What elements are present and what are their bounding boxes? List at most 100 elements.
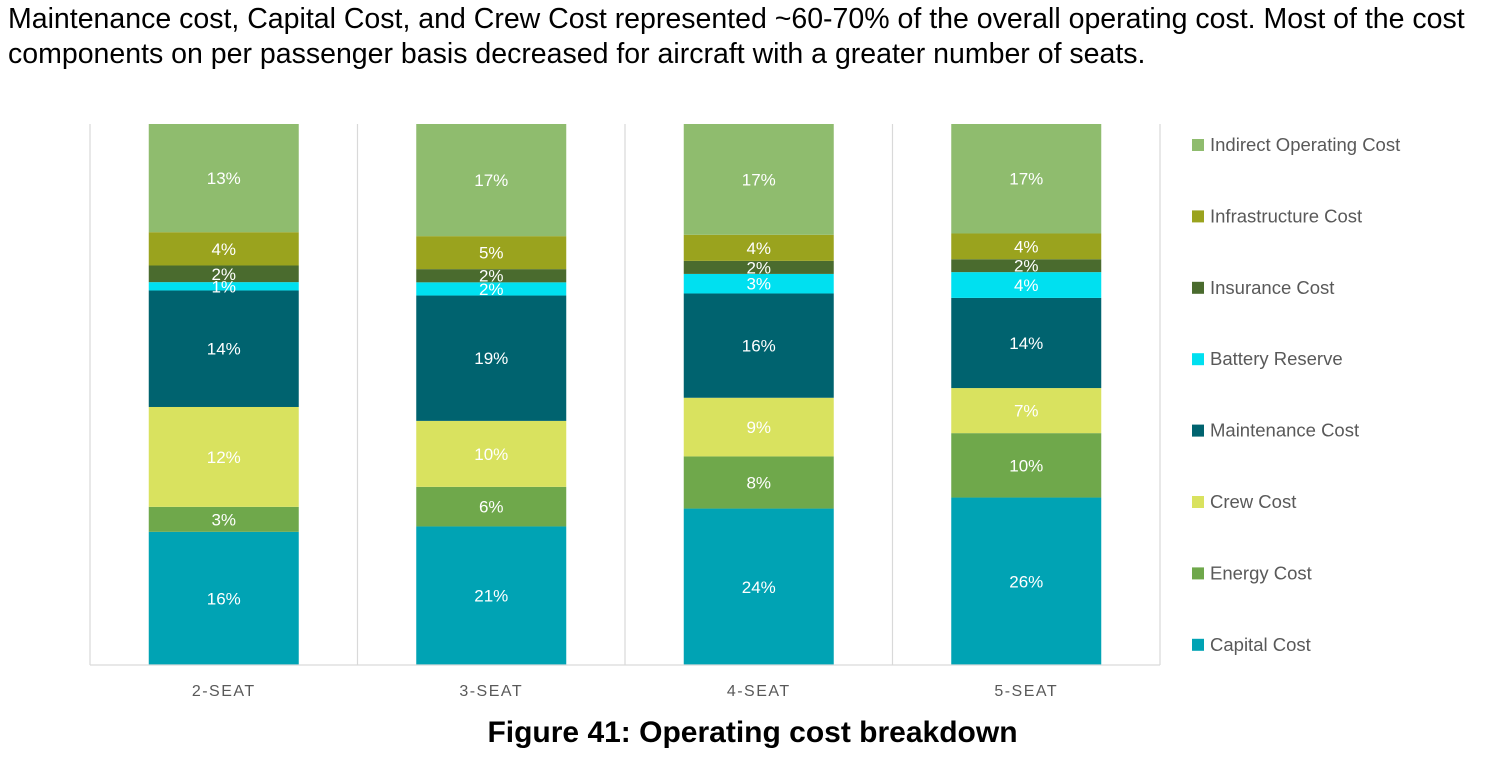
legend-swatch (1192, 210, 1204, 223)
intro-text: Maintenance cost, Capital Cost, and Crew… (8, 3, 1465, 70)
bar-segment (683, 293, 834, 398)
legend-label: Indirect Operating Cost (1210, 134, 1400, 155)
legend-label: Energy Cost (1210, 562, 1312, 583)
bar-segment (416, 282, 567, 296)
legend-label: Infrastructure Cost (1210, 205, 1362, 226)
bar-segment (683, 273, 834, 294)
legend-label: Capital Cost (1210, 634, 1311, 655)
data-label: 17% (742, 170, 776, 189)
data-label: 4% (1014, 237, 1039, 256)
bar-segment (416, 236, 567, 270)
legend-swatch (1192, 496, 1204, 508)
bar-segment (148, 124, 299, 233)
bar-segment (416, 124, 567, 237)
chart-data-labels: 16%3%12%14%1%2%4%13%21%6%10%19%2%2%5%17%… (207, 169, 1044, 608)
legend-swatch (1192, 353, 1204, 366)
data-label: 16% (207, 589, 241, 608)
stacked-bar-chart: 16%3%12%14%1%2%4%13%21%6%10%19%2%2%5%17%… (89, 124, 1400, 700)
data-label: 13% (207, 169, 241, 188)
data-label: 6% (479, 498, 504, 517)
bar-segment (148, 265, 299, 283)
x-tick-label: 5-SEAT (994, 683, 1058, 700)
data-label: 9% (746, 418, 771, 437)
chart-grid (89, 124, 1161, 665)
data-label: 14% (207, 340, 241, 359)
data-label: 10% (1009, 456, 1043, 475)
legend-swatch (1192, 424, 1204, 437)
bar-segment (951, 433, 1102, 498)
legend-swatch (1192, 139, 1204, 151)
legend-item: Crew Cost (1192, 491, 1296, 512)
data-label: 4% (746, 239, 771, 258)
data-label: 2% (479, 280, 504, 299)
chart-axis: 2-SEAT 3-SEAT 4-SEAT 5-SEAT (90, 664, 1160, 700)
data-label: 5% (479, 244, 504, 263)
bar-segment (683, 234, 834, 261)
bar-segment (148, 406, 299, 507)
data-label: 2% (1014, 257, 1039, 276)
data-label: 4% (1014, 276, 1039, 295)
x-tick-label: 2-SEAT (192, 683, 256, 700)
data-label: 24% (742, 578, 776, 597)
chart-legend: Indirect Operating Cost Infrastructure Co… (1192, 134, 1400, 655)
data-label: 17% (474, 171, 508, 190)
data-label: 3% (746, 275, 771, 294)
bar-segment (951, 233, 1102, 260)
legend-swatch (1192, 567, 1204, 580)
data-label: 12% (207, 448, 241, 467)
legend-item: Maintenance Cost (1192, 420, 1359, 441)
bar-segment (683, 124, 834, 235)
bar-segment (951, 297, 1102, 389)
data-label: 2% (211, 265, 236, 284)
bar-segment (148, 531, 299, 665)
data-label: 26% (1009, 572, 1043, 591)
data-label: 17% (1009, 170, 1043, 189)
bar-segment (951, 388, 1102, 434)
legend-label: Insurance Cost (1210, 277, 1334, 298)
bar-segment (148, 232, 299, 266)
legend-label: Battery Reserve (1210, 348, 1343, 369)
legend-item: Insurance Cost (1192, 277, 1334, 298)
bar-segment (416, 420, 567, 487)
legend-item: Capital Cost (1192, 634, 1311, 655)
x-tick-label: 4-SEAT (727, 683, 791, 700)
data-label: 1% (211, 277, 236, 296)
bar-segment (683, 508, 834, 665)
bar-segment (951, 259, 1102, 273)
bar-segment (416, 526, 567, 665)
bar-segment (148, 290, 299, 407)
chart-bars (148, 124, 1102, 665)
legend-item: Indirect Operating Cost (1192, 134, 1400, 155)
data-label: 3% (211, 510, 236, 529)
legend-label: Crew Cost (1210, 491, 1296, 512)
bar-segment (951, 272, 1102, 298)
bar-segment (416, 295, 567, 421)
bar-segment (951, 497, 1102, 665)
data-label: 2% (479, 267, 504, 286)
bar-segment (148, 506, 299, 532)
legend-label: Maintenance Cost (1210, 420, 1359, 441)
data-label: 19% (474, 349, 508, 368)
data-label: 4% (211, 240, 236, 259)
data-label: 21% (474, 587, 508, 606)
bar-segment (148, 282, 299, 291)
data-label: 14% (1009, 334, 1043, 353)
legend-item: Energy Cost (1192, 562, 1312, 583)
legend-swatch (1192, 281, 1204, 294)
data-label: 8% (746, 473, 771, 492)
data-label: 2% (746, 258, 771, 277)
bar-segment (683, 397, 834, 457)
bar-segment (951, 124, 1102, 234)
data-label: 16% (742, 337, 776, 356)
bar-segment (416, 486, 567, 527)
figure-caption: Figure 41: Operating cost breakdown (487, 716, 1018, 749)
legend-swatch (1192, 638, 1204, 651)
data-label: 7% (1014, 402, 1039, 421)
bar-segment (683, 260, 834, 274)
bar-segment (683, 456, 834, 509)
data-label: 10% (474, 445, 508, 464)
bar-segment (416, 269, 567, 283)
x-tick-label: 3-SEAT (459, 683, 523, 700)
legend-item: Infrastructure Cost (1192, 205, 1362, 226)
legend-item: Battery Reserve (1192, 348, 1343, 369)
